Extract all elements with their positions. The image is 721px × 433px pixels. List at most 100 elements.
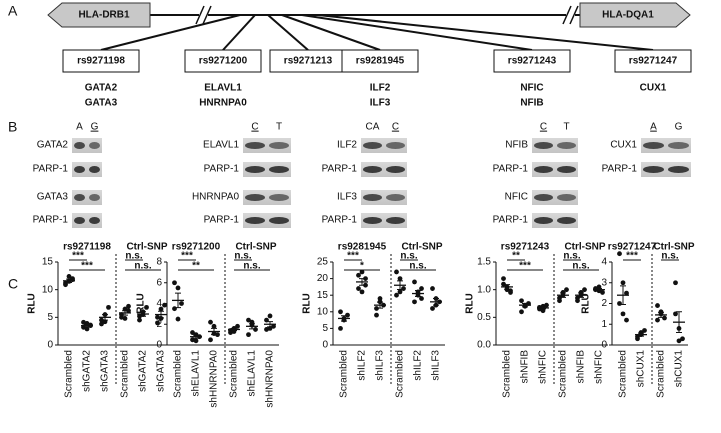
blot-label: PARP-1 [322, 215, 358, 226]
snp-box [493, 49, 571, 73]
significance-label: * [360, 261, 364, 272]
allele-label: T [563, 122, 569, 133]
y-tick-label: 1.5 [477, 257, 491, 268]
blot-label: PARP-1 [493, 164, 529, 175]
data-point [394, 269, 399, 275]
blot-band [363, 166, 382, 173]
data-point [235, 323, 240, 329]
significance-label: n.s. [234, 251, 251, 262]
data-point [680, 336, 685, 342]
gene-arrow [47, 2, 151, 28]
error-bar [231, 327, 237, 331]
control-title: Ctrl-SNP [564, 242, 605, 253]
panel-label: A [8, 3, 18, 19]
gene-label: HLA-DRB1 [78, 10, 130, 21]
x-tick-label: shNFIB [520, 350, 531, 384]
data-point [374, 312, 379, 318]
blot-image [243, 138, 291, 153]
x-tick-label: shHNRNPA0 [265, 350, 276, 408]
significance-label: *** [519, 261, 531, 272]
factor-label: ILF3 [370, 98, 391, 109]
significance-label: *** [81, 261, 93, 272]
chart-title: rs9281945 [338, 242, 387, 253]
snp-connector [301, 14, 533, 51]
significance-label: n.s. [134, 261, 151, 272]
significance-label: ** [192, 261, 200, 272]
data-point [363, 282, 368, 288]
y-tick-label: 1.0 [477, 284, 491, 295]
panel-label: C [8, 276, 18, 292]
data-point [397, 289, 403, 295]
x-tick-label: shGATA3 [156, 350, 167, 392]
blot-band [534, 166, 553, 173]
blot-band [269, 166, 289, 173]
blot-label: PARP-1 [33, 164, 69, 175]
y-tick-label: 0.0 [477, 340, 491, 351]
x-tick-label: Scrambled [173, 350, 184, 398]
data-point [620, 280, 626, 286]
blot-image [243, 162, 291, 177]
blot-band [89, 166, 100, 173]
data-point [655, 303, 660, 308]
data-point [620, 311, 626, 317]
allele-label: C [251, 122, 258, 133]
data-point [190, 330, 195, 335]
factor-label: GATA3 [85, 98, 118, 109]
y-axis-label: RLU [465, 293, 476, 314]
snp-id: rs9271200 [199, 56, 248, 67]
y-tick-label: 25 [317, 257, 329, 268]
y-tick-label: 0 [322, 340, 328, 351]
y-tick-label: 8 [156, 257, 162, 268]
snp-connector [281, 14, 381, 51]
blot-image [72, 213, 102, 228]
y-tick-label: 15 [42, 257, 54, 268]
data-point [359, 269, 365, 275]
blot-label: ELAVL1 [203, 140, 239, 151]
blot-image [532, 138, 578, 153]
blot-image [72, 190, 102, 205]
blot-label: PARP-1 [204, 215, 240, 226]
control-title: Ctrl-SNP [401, 242, 442, 253]
blot-band [269, 194, 289, 201]
error-bar [638, 332, 644, 337]
x-tick-label: Scrambled [64, 350, 75, 398]
allele-label: G [91, 122, 99, 133]
blot-band [269, 142, 289, 149]
factor-label: GATA2 [85, 83, 118, 94]
blot-band [386, 166, 405, 173]
data-point [137, 317, 142, 323]
x-tick-label: shILF2 [413, 350, 424, 381]
data-point [122, 316, 128, 321]
blot-image [532, 190, 578, 205]
data-point [345, 312, 350, 318]
blot-image [532, 213, 578, 228]
blot-band [557, 142, 576, 149]
snp-id: rs9271243 [508, 56, 557, 67]
snp-id: rs9271247 [629, 56, 678, 67]
error-bar [267, 321, 273, 328]
error-bar [122, 310, 128, 316]
blot-image [361, 190, 407, 205]
y-tick-label: 6 [156, 277, 162, 288]
error-bar [66, 278, 72, 283]
data-point [582, 287, 587, 293]
data-point [208, 319, 213, 325]
error-bar [522, 303, 528, 308]
allele-label: C [392, 122, 399, 133]
gene-arrow [579, 2, 691, 28]
blot-label: PARP-1 [322, 164, 358, 175]
significance-label: n.s. [243, 261, 260, 272]
x-tick-label: Scrambled [656, 350, 667, 398]
allele-label: G [675, 122, 683, 133]
y-tick-label: 2 [156, 319, 162, 330]
error-bar [377, 301, 383, 309]
data-point [267, 313, 273, 319]
y-tick-label: 4 [601, 257, 607, 268]
blot-band [89, 142, 100, 149]
x-tick-label: Scrambled [120, 350, 131, 398]
error-bar [620, 285, 626, 306]
x-tick-label: Scrambled [502, 350, 513, 398]
x-tick-label: shCUX1 [674, 350, 685, 388]
error-bar [175, 292, 181, 309]
